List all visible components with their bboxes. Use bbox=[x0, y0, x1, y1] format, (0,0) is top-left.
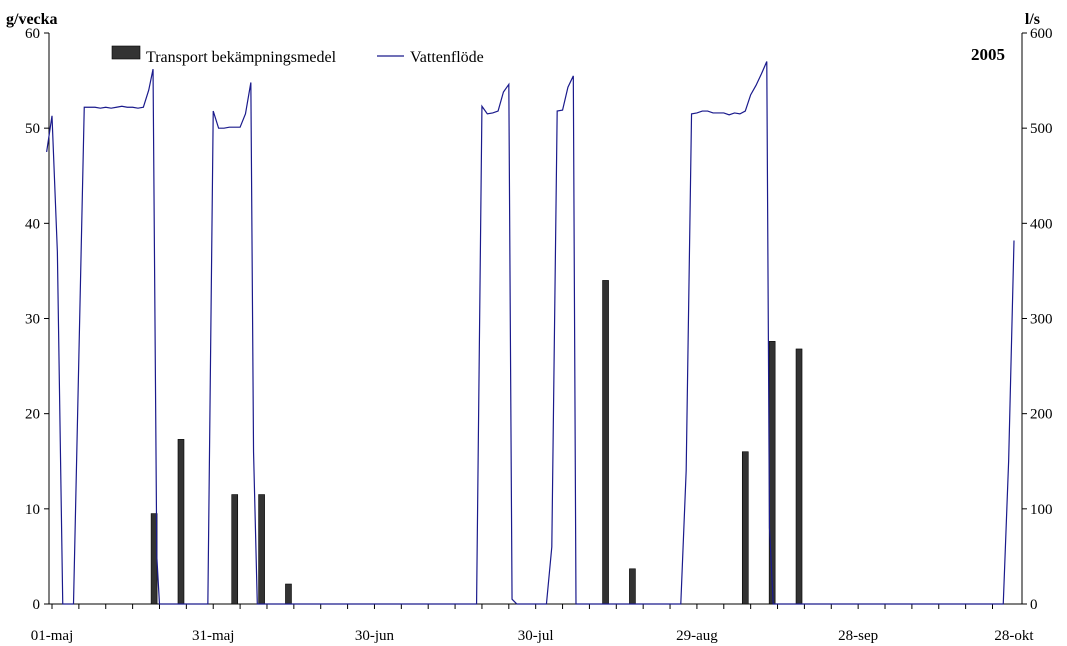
x-tick-label: 28-okt bbox=[994, 628, 1034, 644]
bar bbox=[629, 568, 636, 605]
right-y-tick-label: 400 bbox=[1030, 216, 1053, 232]
left-y-tick-label: 40 bbox=[25, 216, 40, 232]
x-tick-label: 31-maj bbox=[192, 628, 235, 644]
bar bbox=[741, 451, 749, 605]
left-y-tick-label: 60 bbox=[25, 26, 40, 42]
left-y-ticks: 0 10 20 30 40 50 60 bbox=[25, 26, 49, 613]
legend: Transport bekämpningsmedel Vattenflöde bbox=[111, 45, 484, 66]
right-y-ticks: 0 100 200 300 400 500 600 bbox=[1022, 26, 1053, 613]
right-y-tick-label: 300 bbox=[1030, 312, 1053, 328]
year-annotation: 2005 bbox=[971, 45, 1005, 64]
line-series-vattenflode bbox=[46, 61, 1015, 605]
bar-series bbox=[150, 280, 803, 605]
right-y-tick-label: 100 bbox=[1030, 502, 1053, 518]
left-y-tick-label: 30 bbox=[25, 312, 40, 328]
bar bbox=[602, 280, 609, 605]
left-y-tick-label: 20 bbox=[25, 407, 40, 423]
bar bbox=[258, 494, 265, 605]
x-tick-label: 29-aug bbox=[676, 628, 718, 644]
left-y-tick-label: 50 bbox=[25, 121, 40, 137]
right-y-tick-label: 0 bbox=[1030, 597, 1038, 613]
x-tick-label: 01-maj bbox=[31, 628, 74, 644]
legend-label-vattenflode: Vattenflöde bbox=[410, 49, 484, 66]
bar bbox=[231, 494, 239, 605]
bar bbox=[768, 341, 776, 605]
x-tick-label: 30-jun bbox=[355, 628, 395, 644]
bar bbox=[285, 583, 292, 605]
x-tick-label: 30-jul bbox=[518, 628, 554, 644]
axes bbox=[48, 33, 1023, 605]
left-y-tick-label: 10 bbox=[25, 502, 40, 518]
legend-label-transport: Transport bekämpningsmedel bbox=[146, 49, 337, 66]
x-tick-label: 28-sep bbox=[838, 628, 878, 644]
left-y-tick-label: 0 bbox=[33, 597, 41, 613]
right-y-tick-label: 600 bbox=[1030, 26, 1053, 42]
x-ticks: 01-maj 31-maj 30-jun 30-jul 29-aug 28-sep 28-o… bbox=[31, 604, 1034, 644]
bar bbox=[795, 348, 803, 605]
legend-swatch-bar bbox=[111, 45, 141, 60]
right-axis-title: l/s bbox=[1025, 11, 1040, 28]
right-y-tick-label: 500 bbox=[1030, 121, 1053, 137]
bar bbox=[177, 439, 185, 605]
right-y-tick-label: 200 bbox=[1030, 407, 1053, 423]
left-axis-title: g/vecka bbox=[6, 11, 58, 28]
